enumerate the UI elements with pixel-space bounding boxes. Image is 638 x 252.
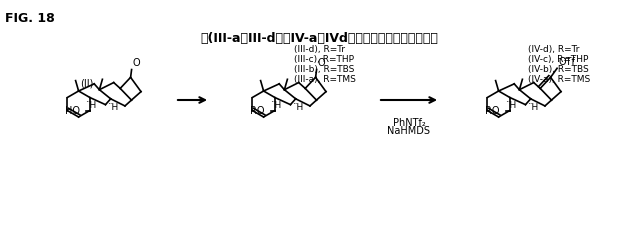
Text: ¨H: ¨H (85, 102, 96, 110)
Text: FIG. 18: FIG. 18 (5, 12, 55, 25)
Text: (IV-b), R=TBS: (IV-b), R=TBS (528, 66, 590, 74)
Text: PhNTf₂: PhNTf₂ (392, 118, 426, 128)
Text: (IV-d), R=Tr: (IV-d), R=Tr (528, 45, 580, 54)
Text: ¨H: ¨H (107, 103, 118, 112)
Text: (II): (II) (80, 78, 93, 88)
Text: O: O (133, 57, 140, 68)
Text: OTf: OTf (558, 57, 575, 67)
Text: (III-a), R=TMS: (III-a), R=TMS (293, 75, 355, 84)
Text: O: O (318, 57, 325, 68)
Text: (III-c), R=THP: (III-c), R=THP (293, 55, 353, 65)
Text: ¨H: ¨H (527, 103, 538, 112)
Text: (III-d), R=Tr: (III-d), R=Tr (293, 45, 345, 54)
Text: RO: RO (250, 106, 265, 115)
Text: (III-b), R=TBS: (III-b), R=TBS (293, 66, 354, 74)
Text: HO: HO (65, 106, 80, 115)
Text: NaHMDS: NaHMDS (387, 126, 431, 136)
Text: (IV-a), R=TMS: (IV-a), R=TMS (528, 75, 591, 84)
Text: (IV-c), R=THP: (IV-c), R=THP (528, 55, 589, 65)
Text: 式(III-a～III-d及びIV-a～IVd）の化合物の合成スキーム: 式(III-a～III-d及びIV-a～IVd）の化合物の合成スキーム (200, 32, 438, 45)
Text: RO: RO (486, 106, 500, 115)
Text: ¨H: ¨H (292, 103, 303, 112)
Text: ¨H: ¨H (271, 102, 281, 110)
Text: ¨H: ¨H (505, 102, 517, 110)
